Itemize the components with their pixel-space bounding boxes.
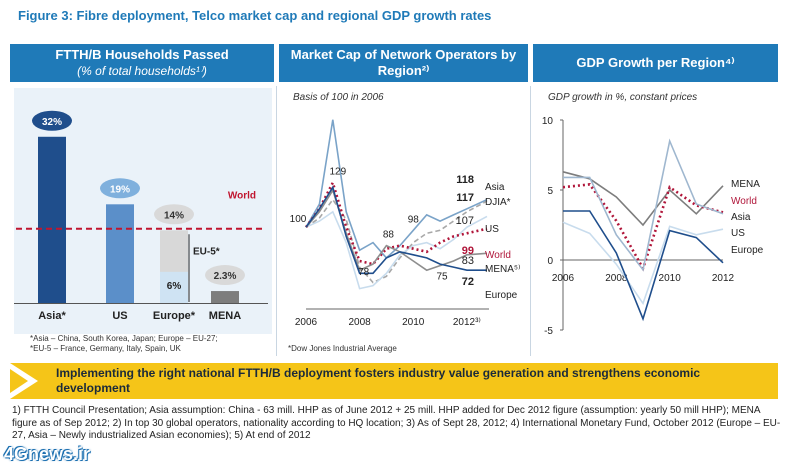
key-message-banner: Implementing the right national FTTH/B d…	[10, 363, 778, 399]
panel1-footnote-line1: *Asia – China, South Korea, Japan; Europ…	[30, 334, 218, 343]
legend-label-world: World	[485, 250, 511, 261]
y-tick-label-5: 5	[547, 186, 553, 197]
data-label-us: 19%	[110, 184, 130, 195]
annotation-88: 88	[383, 230, 395, 241]
series-line-us	[562, 221, 724, 306]
annotation-98: 98	[408, 214, 420, 225]
data-label-eu-5: 6%	[167, 281, 182, 292]
key-message-text: Implementing the right national FTTH/B d…	[56, 366, 701, 395]
series-line-djia	[305, 198, 488, 284]
panel1-header-subtitle: (% of total households¹⁾)	[77, 64, 207, 78]
bar-asia	[38, 136, 66, 303]
series-line-europe	[305, 185, 487, 275]
panel1-footnote: *Asia – China, South Korea, Japan; Europ…	[30, 334, 218, 354]
panel2-footnote: *Dow Jones Industrial Average	[288, 344, 397, 353]
end-value-world: 99	[462, 245, 474, 257]
panel2-subtitle: Basis of 100 in 2006	[293, 92, 384, 103]
series-line-mena	[562, 171, 724, 227]
panel1-footnote-line2: *EU-5 – France, Germany, Italy, Spain, U…	[30, 344, 181, 353]
end-value-asia: 118	[456, 174, 474, 186]
world-reference-label: World	[228, 191, 256, 202]
value-bubble-europe	[154, 204, 194, 225]
series-line-us	[305, 210, 488, 290]
data-label-asia: 32%	[42, 117, 62, 128]
annotation-100: 100	[290, 214, 307, 225]
value-bubble-us	[100, 178, 140, 199]
panel1-header-title: FTTH/B Households Passed	[55, 47, 229, 62]
legend-label-mena: MENA	[731, 179, 760, 190]
x-tick-label-us: US	[112, 310, 127, 322]
panel3-header: GDP Growth per Region⁴⁾	[533, 44, 778, 82]
data-label-mena: 2.3%	[214, 271, 237, 282]
annotation-78: 78	[358, 267, 370, 278]
x-tick-label-2010: 2010	[659, 273, 682, 284]
y-tick-label-10: 10	[542, 116, 554, 127]
source-footnotes: 1) FTTH Council Presentation; Asia assum…	[12, 405, 781, 441]
panel3-header-title: GDP Growth per Region⁴⁾	[576, 55, 735, 70]
bar-us	[106, 204, 134, 303]
x-tick-label-2010: 2010	[402, 317, 425, 328]
bar-chart: Asia* 32% US 19% Europe* 14% MENA 2.3% 6% EU-5* Wo…	[14, 88, 272, 334]
legend-label-us: US	[731, 228, 745, 239]
x-tick-label-asia: Asia*	[38, 310, 66, 322]
legend-label-us: US	[485, 224, 499, 235]
sub-bar-label-eu-5: EU-5*	[193, 246, 220, 257]
panel3-subtitle: GDP growth in %, constant prices	[548, 92, 698, 103]
legend-label-europe: Europe	[731, 245, 764, 256]
panel2-header: Market Cap of Network Operators by Regio…	[279, 44, 528, 82]
chevron-right-icon	[10, 363, 38, 399]
x-tick-label-2012: 2012	[712, 273, 735, 284]
x-tick-label-2012: 2012³⁾	[453, 317, 481, 328]
x-tick-label-mena: MENA	[209, 310, 241, 322]
legend-label-mena: MENA⁵⁾	[485, 264, 521, 275]
panel-divider-2	[530, 86, 531, 356]
annotation-129: 129	[329, 167, 346, 178]
panel2-header-title: Market Cap of Network Operators by Regio…	[290, 47, 517, 78]
legend-label-europe: Europe	[485, 290, 518, 301]
end-value-europe: 72	[462, 276, 474, 288]
annotation-75: 75	[437, 272, 449, 283]
x-tick-label-2008: 2008	[605, 273, 628, 284]
series-line-asia	[563, 138, 724, 272]
series-line-asia	[305, 119, 488, 260]
figure-title: Figure 3: Fibre deployment, Telco market…	[18, 8, 492, 23]
legend-label-asia: Asia	[731, 212, 751, 223]
legend-label-asia: Asia	[485, 182, 505, 193]
market-cap-chart: 2006 2008 2010 2012³⁾ 129 100 78 88 98 75 Asia 118 D…	[290, 119, 521, 328]
bar-mena	[211, 291, 239, 303]
end-value-us: 107	[456, 215, 474, 227]
x-tick-label-2008: 2008	[349, 317, 372, 328]
end-value-djia: 117	[456, 192, 474, 204]
y-tick-label-0: 0	[547, 256, 553, 267]
watermark-logo: 4Gnews.ir	[4, 444, 91, 464]
y-tick-label-5: -5	[544, 326, 553, 337]
series-line-world	[562, 183, 724, 272]
legend-label-world: World	[731, 196, 757, 207]
x-tick-label-2006: 2006	[295, 317, 318, 328]
data-label-europe: 14%	[164, 210, 184, 221]
series-line-europe	[563, 210, 724, 322]
panel-divider-1	[276, 86, 277, 356]
end-value-mena: 83	[462, 255, 474, 267]
series-line-world	[304, 179, 488, 266]
value-bubble-mena	[205, 265, 245, 286]
value-bubble-asia	[32, 110, 72, 131]
bar-eu-5	[160, 271, 188, 303]
gdp-growth-chart: -5 0 5 10 2006 2008 2010 2012 MENA World Asia US Eur…	[542, 116, 764, 337]
x-tick-label-2006: 2006	[552, 273, 575, 284]
x-tick-label-europe: Europe*	[153, 310, 196, 322]
legend-label-djia: DJIA*	[485, 197, 511, 208]
panel1-header: FTTH/B Households Passed (% of total hou…	[10, 44, 274, 82]
